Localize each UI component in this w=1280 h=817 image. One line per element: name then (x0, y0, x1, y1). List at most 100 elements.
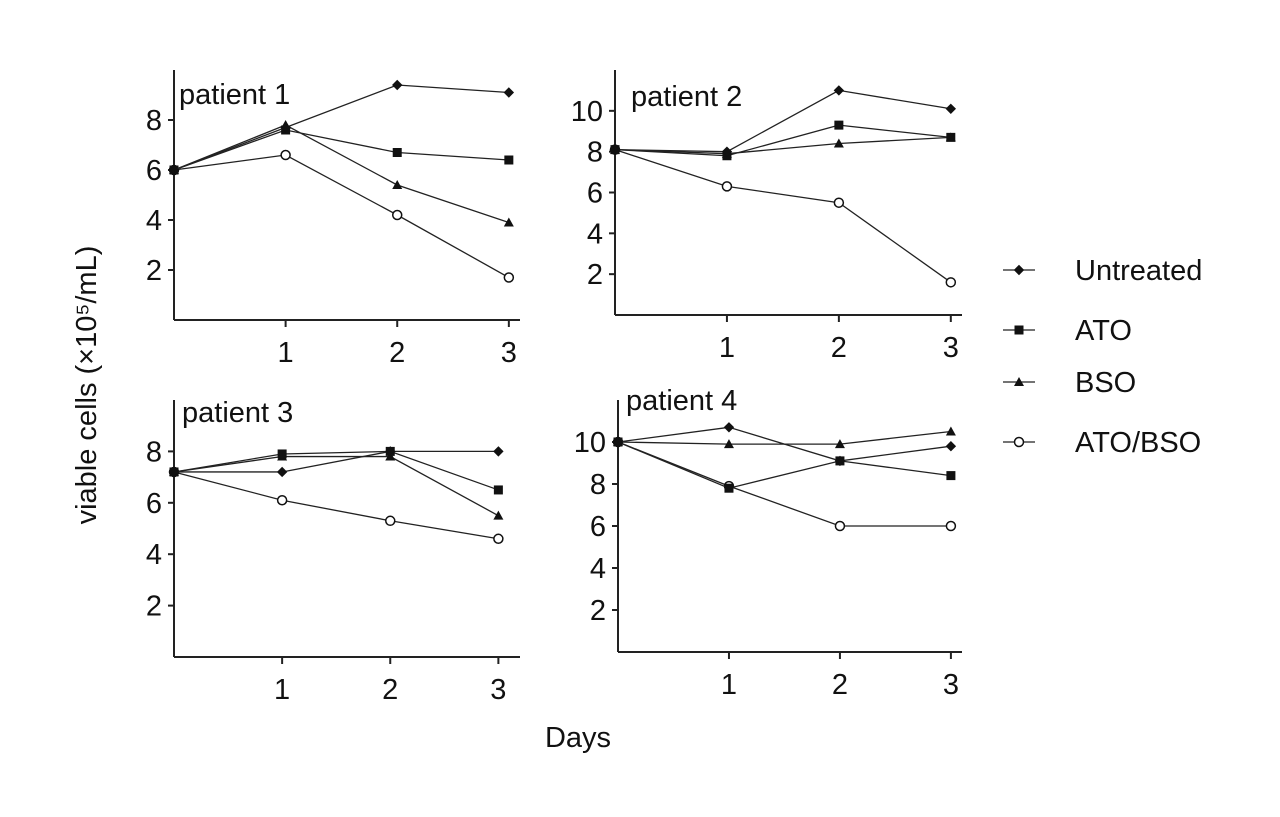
series-line-bso (173, 124, 510, 224)
data-point-untreated (612, 436, 624, 448)
data-point-ato (504, 155, 514, 165)
legend-label: Untreated (1075, 255, 1202, 287)
series-line-ato-bso (614, 149, 952, 283)
series-line-ato (617, 441, 951, 489)
legend-marker-ato (1014, 325, 1024, 335)
data-point-untreated (723, 422, 735, 433)
data-point-ato-bso (834, 520, 846, 532)
legend-marker-ato-bso (1013, 436, 1025, 448)
series-untreated (612, 422, 957, 467)
y-tick-label: 10 (574, 427, 606, 459)
data-point-untreated (833, 85, 845, 96)
panel-title: patient 1 (179, 79, 290, 111)
data-point-untreated (609, 144, 621, 155)
series-ato (169, 446, 503, 495)
series-untreated (168, 79, 515, 176)
data-point-bso (945, 426, 956, 436)
series-line-bso (173, 455, 499, 517)
series-untreated (168, 446, 504, 478)
data-point-ato (946, 132, 956, 142)
shared-x-axis-title: Days (545, 722, 611, 754)
legend-label: ATO/BSO (1075, 427, 1201, 459)
y-tick-label: 8 (146, 105, 162, 137)
series-bso (610, 132, 956, 158)
series-ato (169, 125, 514, 175)
y-tick-label: 6 (590, 511, 606, 543)
data-point-ato-bso (503, 272, 515, 283)
series-bso (169, 120, 514, 227)
panel-title: patient 3 (182, 397, 293, 429)
data-point-untreated (392, 79, 403, 91)
legend: Untreated ATO BSO ATO/BSO (1003, 255, 1202, 459)
series-line-untreated (614, 89, 951, 153)
data-point-untreated (385, 446, 396, 457)
x-tick-label: 3 (501, 337, 517, 369)
y-tick-label: 2 (146, 255, 162, 287)
y-tick-label: 4 (146, 205, 162, 237)
series-line-ato (173, 129, 509, 171)
x-tick-label: 3 (943, 332, 959, 364)
legend-label: ATO (1075, 315, 1132, 347)
series-bso (613, 426, 956, 449)
data-point-bso (493, 510, 504, 520)
series-line-bso (614, 136, 951, 155)
series-ato (613, 437, 956, 493)
legend-item-bso: BSO (1003, 367, 1136, 399)
legend-item-untreated: Untreated (1003, 255, 1202, 287)
data-point-untreated (721, 146, 733, 157)
data-point-ato-bso (385, 515, 396, 527)
x-tick-label: 3 (943, 669, 959, 701)
data-point-untreated (276, 466, 288, 478)
data-point-ato-bso (833, 197, 845, 208)
y-tick-label: 10 (571, 96, 603, 128)
legend-item-ato-bso: ATO/BSO (1003, 427, 1201, 459)
x-tick-label: 3 (490, 674, 506, 706)
legend-marker-bso (1014, 377, 1024, 386)
x-tick-label: 1 (721, 669, 737, 701)
y-tick-label: 8 (590, 469, 606, 501)
data-point-ato-bso (493, 533, 504, 545)
data-point-ato (834, 120, 844, 130)
series-line-untreated (174, 450, 499, 473)
series-line-ato (173, 450, 499, 491)
y-tick-label: 8 (587, 137, 603, 169)
y-tick-label: 2 (590, 595, 606, 627)
data-point-ato (493, 485, 503, 495)
data-point-ato-bso (276, 494, 288, 506)
data-point-untreated (493, 446, 504, 457)
series-untreated (609, 85, 957, 157)
data-point-untreated (168, 466, 180, 478)
series-ato-bso (168, 149, 515, 283)
legend-marker-untreated (1013, 264, 1025, 276)
panel-title: patient 2 (631, 81, 742, 113)
data-point-ato (724, 483, 734, 493)
panel-patient-3: 2 4 6 8 1 2 3 patient 3 (146, 397, 520, 706)
x-tick-label: 2 (382, 674, 398, 706)
y-tick-label: 4 (590, 553, 606, 585)
y-tick-label: 8 (146, 436, 162, 468)
data-point-ato (277, 449, 287, 459)
data-point-untreated (834, 455, 846, 467)
y-tick-label: 4 (146, 539, 162, 571)
y-tick-label: 2 (587, 259, 603, 291)
data-point-ato-bso (945, 277, 957, 288)
series-ato-bso (612, 436, 957, 532)
y-tick-label: 6 (587, 178, 603, 210)
data-point-bso (834, 439, 845, 449)
data-point-ato (946, 471, 956, 481)
data-point-ato-bso (721, 181, 733, 192)
data-point-bso (503, 217, 514, 227)
series-line-untreated (173, 84, 509, 171)
x-tick-label: 1 (719, 332, 735, 364)
y-tick-label: 2 (146, 591, 162, 623)
x-tick-label: 1 (274, 674, 290, 706)
data-point-ato-bso (945, 520, 957, 532)
series-line-untreated (617, 426, 951, 462)
x-tick-label: 2 (389, 337, 405, 369)
series-line-ato-bso (617, 441, 951, 527)
x-tick-label: 2 (831, 332, 847, 364)
